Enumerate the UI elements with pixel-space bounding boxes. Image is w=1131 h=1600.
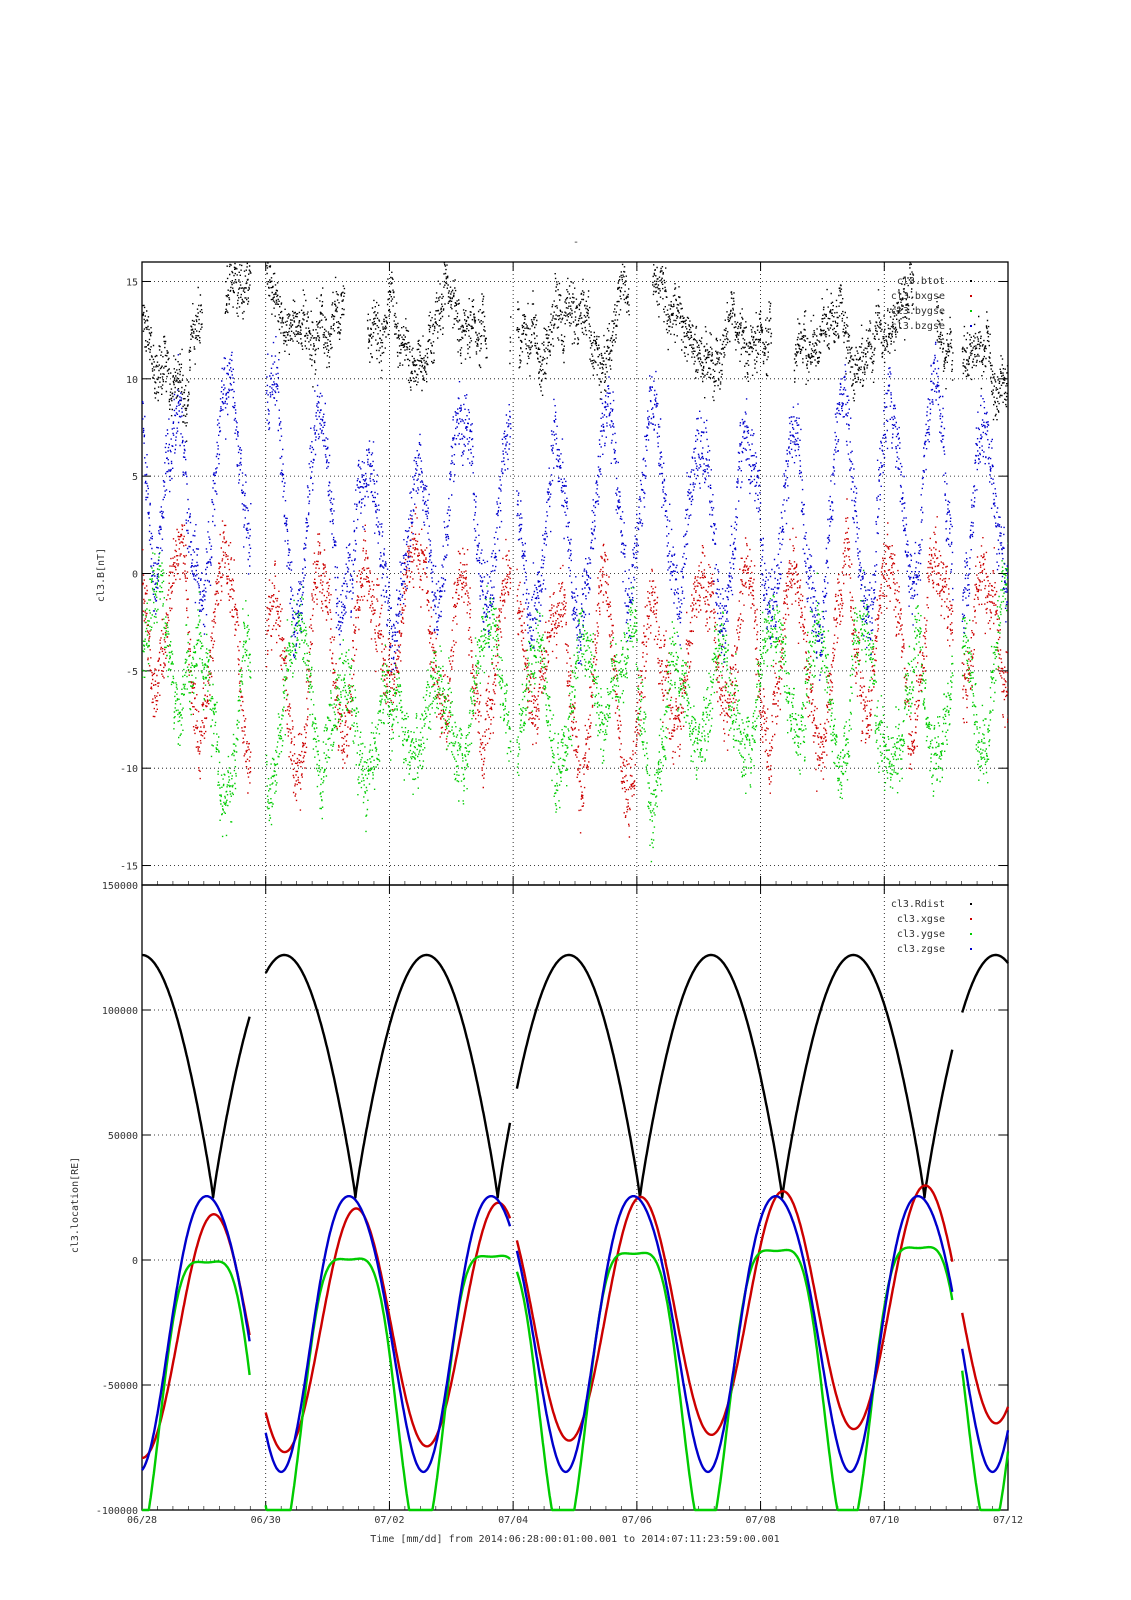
series-points-cl3-bxgse	[142, 498, 1008, 838]
location-legend-label: cl3.ygse	[897, 929, 945, 940]
b-field-legend-marker	[970, 325, 972, 327]
top-mark: -	[573, 237, 579, 248]
b-field-ytick-label: 5	[132, 472, 138, 483]
b-field-legend-label: cl3.bygse	[891, 306, 945, 317]
location-y-axis-label: cl3.location[RE]	[70, 1157, 81, 1253]
x-tick-label: 07/02	[374, 1515, 404, 1526]
x-tick-label: 07/04	[498, 1515, 528, 1526]
location-legend-marker	[970, 933, 972, 935]
x-axis-label: Time [mm/dd] from 2014:06:28:00:01:00.00…	[370, 1534, 779, 1545]
b-field-legend-marker	[970, 295, 972, 297]
series-line-cl3-zgse	[141, 1195, 1010, 1474]
b-field-ytick-label: 0	[132, 570, 138, 581]
location-ytick-label: 50000	[108, 1131, 138, 1142]
b-field-y-axis-label: cl3.B[nT]	[96, 548, 107, 602]
b-field-legend-marker	[970, 310, 972, 312]
x-tick-label: 07/12	[993, 1515, 1023, 1526]
series-points-cl3-btot	[142, 262, 1008, 442]
location-ytick-label: 100000	[102, 1006, 138, 1017]
series-line-cl3-xgse	[141, 1184, 1010, 1459]
location-ytick-label: 150000	[102, 881, 138, 892]
x-tick-label: 07/06	[622, 1515, 652, 1526]
x-tick-label: 06/28	[127, 1515, 157, 1526]
b-field-panel: 15 10 5 0 -5 -10 -15 cl3.btot cl3.bxgse cl3.bygse…	[120, 261, 1009, 886]
location-ytick-label: 0	[132, 1256, 138, 1267]
series-line-cl3-Rdist	[141, 953, 1009, 1199]
location-legend-label: cl3.xgse	[897, 914, 945, 925]
b-field-ytick-label: 15	[126, 277, 138, 288]
b-field-legend-label: cl3.btot	[897, 276, 945, 287]
b-field-ytick-label: -10	[120, 764, 138, 775]
location-legend-marker	[970, 918, 972, 920]
b-field-legend-label: cl3.bzgse	[891, 321, 945, 332]
x-tick-label: 06/30	[251, 1515, 281, 1526]
b-field-ytick-label: -15	[120, 862, 138, 873]
b-field-ytick-label: -5	[126, 667, 138, 678]
location-legend-label: cl3.Rdist	[891, 899, 945, 910]
location-legend-marker	[970, 903, 972, 905]
b-field-legend-label: cl3.bxgse	[891, 291, 945, 302]
location-legend-marker	[970, 948, 972, 950]
x-tick-label: 07/10	[869, 1515, 899, 1526]
location-legend-label: cl3.zgse	[897, 944, 945, 955]
x-tick-label: 07/08	[746, 1515, 776, 1526]
location-ytick-label: -100000	[96, 1506, 138, 1517]
b-field-ytick-label: 10	[126, 375, 138, 386]
b-field-scatter-points	[142, 262, 1008, 863]
b-field-legend-marker	[970, 280, 972, 282]
series-line-cl3-ygse	[141, 1245, 1010, 1512]
location-frame	[141, 884, 1009, 1511]
series-points-cl3-bygse	[142, 542, 1008, 863]
location-ytick-label: -50000	[102, 1381, 138, 1392]
